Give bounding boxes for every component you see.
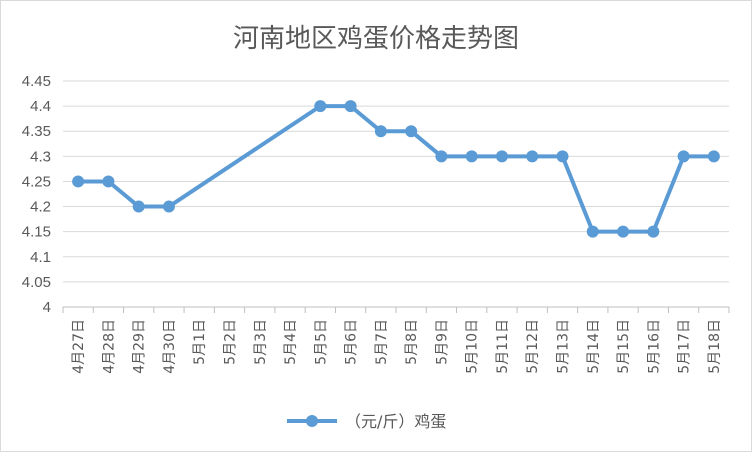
legend: （元/斤）鸡蛋	[287, 412, 446, 431]
y-tick-label: 4.35	[22, 123, 51, 140]
y-tick-label: 4.1	[30, 249, 51, 266]
x-tick-label: 5月17日	[677, 319, 693, 374]
y-tick-label: 4.05	[22, 274, 51, 291]
data-point-4月30日	[162, 200, 175, 213]
x-tick-label: 5月15日	[616, 319, 632, 374]
data-point-5月16日	[647, 225, 660, 238]
data-point-5月12日	[526, 150, 539, 163]
series-line	[76, 104, 716, 234]
y-tick-label: 4.2	[30, 199, 51, 216]
data-point-4月27日	[72, 175, 85, 188]
data-point-4月28日	[102, 175, 115, 188]
data-point-5月11日	[495, 150, 508, 163]
y-tick-label: 4.45	[22, 73, 51, 90]
x-tick-label: 5月6日	[344, 319, 360, 365]
x-tick-label: 5月13日	[556, 319, 572, 374]
y-tick-label: 4	[43, 299, 51, 316]
x-tick-label: 5月11日	[495, 319, 511, 374]
y-axis: 4 4.05 4.1 4.15 4.2 4.25 4.3 4.35 4.4 4.45	[22, 73, 51, 316]
x-tick-label: 5月18日	[707, 319, 723, 374]
x-tick-label: 5月8日	[404, 319, 420, 365]
data-point-5月5日	[314, 100, 327, 113]
data-point-5月9日	[435, 150, 448, 163]
x-tick-label: 5月1日	[192, 319, 208, 365]
x-tick-label: 5月9日	[434, 319, 450, 365]
x-tick-label: 5月16日	[646, 319, 662, 374]
x-tick-label: 5月4日	[283, 319, 299, 365]
series-layer	[72, 100, 720, 238]
data-point-5月6日	[344, 100, 357, 113]
x-tick-label: 4月30日	[162, 319, 178, 374]
data-point-5月8日	[405, 125, 418, 138]
x-tick-label: 5月2日	[223, 319, 239, 365]
y-tick-label: 4.15	[22, 224, 51, 241]
x-tick-label: 5月10日	[465, 319, 481, 374]
x-tick-label: 5月7日	[374, 319, 390, 365]
data-point-5月7日	[374, 125, 387, 138]
x-tick-label: 4月28日	[101, 319, 117, 374]
grid-lines	[63, 80, 729, 308]
legend-label: （元/斤）鸡蛋	[345, 412, 446, 431]
x-tick-label: 5月12日	[525, 319, 541, 374]
legend-point-marker	[306, 415, 318, 427]
x-tick-label: 5月5日	[313, 319, 329, 365]
x-tick-label: 4月27日	[71, 319, 87, 374]
data-point-5月18日	[707, 150, 720, 163]
data-point-4月29日	[132, 200, 145, 213]
data-point-5月15日	[617, 225, 630, 238]
data-point-5月17日	[677, 150, 690, 163]
y-tick-label: 4.4	[30, 98, 51, 115]
y-tick-label: 4.3	[30, 148, 51, 165]
x-tick-label: 4月29日	[132, 319, 148, 374]
data-point-5月10日	[465, 150, 478, 163]
data-point-5月13日	[556, 150, 569, 163]
x-tick-label: 5月3日	[253, 319, 269, 365]
chart-title: 河南地区鸡蛋价格走势图	[233, 24, 519, 54]
x-axis: 4月27日 4月28日 4月29日 4月30日 5月1日 5月2日 5月3日 5月4日 5月5日…	[62, 307, 730, 374]
y-tick-label: 4.25	[22, 173, 51, 190]
x-tick-label: 5月14日	[586, 319, 602, 374]
data-point-5月14日	[586, 225, 599, 238]
